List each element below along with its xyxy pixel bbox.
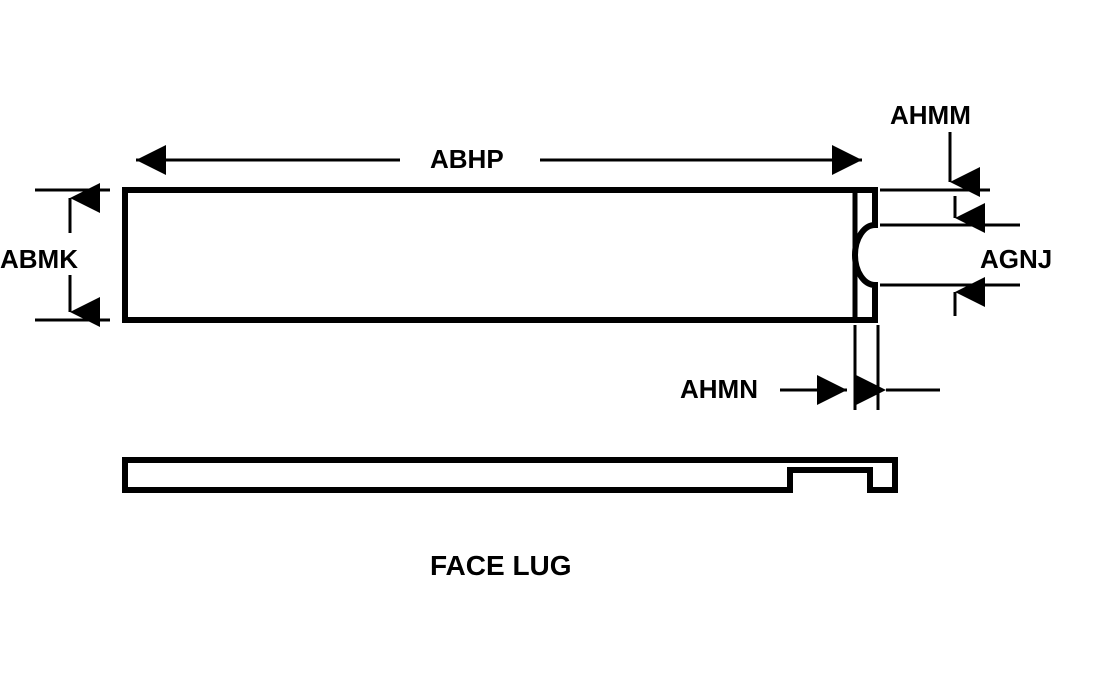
side-view bbox=[125, 460, 895, 490]
label-agnj: AGNJ bbox=[980, 244, 1052, 275]
top-view bbox=[125, 190, 875, 320]
label-ahmm: AHMM bbox=[890, 100, 971, 131]
dim-ahmn bbox=[780, 325, 940, 410]
label-abhp: ABHP bbox=[430, 144, 504, 175]
side-view-outline bbox=[125, 460, 895, 490]
label-abmk: ABMK bbox=[0, 244, 78, 275]
dim-ahmm bbox=[880, 132, 990, 190]
label-ahmn: AHMN bbox=[680, 374, 758, 405]
top-view-outline bbox=[125, 190, 875, 320]
diagram-title: FACE LUG bbox=[430, 550, 572, 582]
